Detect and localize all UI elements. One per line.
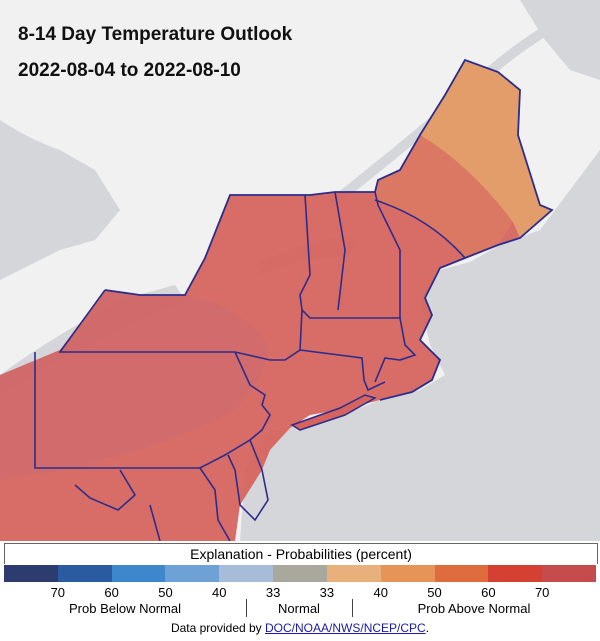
legend-swatch	[326, 565, 381, 582]
gulf-st-lawrence	[520, 0, 600, 80]
legend-swatch	[111, 565, 166, 582]
legend-tick-label: 70	[534, 585, 550, 600]
legend-tick-label: 40	[373, 585, 388, 600]
data-credit-suffix: .	[425, 621, 430, 635]
region-outline	[104, 58, 554, 401]
legend-title: Explanation - Probabilities (percent)	[4, 543, 598, 564]
ocean	[240, 150, 600, 541]
long-island	[290, 394, 377, 431]
legend-tick-label: 50	[158, 585, 173, 600]
legend-tick-label: 70	[50, 585, 66, 600]
legend: Explanation - Probabilities (percent) 70…	[0, 541, 600, 641]
legend-swatch	[57, 565, 112, 582]
legend-group-above: Prob Above Normal	[417, 601, 531, 616]
legend-group-normal: Normal	[278, 601, 320, 616]
map-date-range: 2022-08-04 to 2022-08-10	[18, 60, 241, 81]
data-credit-link[interactable]: DOC/NOAA/NWS/NCEP/CPC	[265, 621, 426, 635]
legend-tick-label: 33	[265, 585, 281, 600]
legend-tick-label: 60	[481, 585, 496, 600]
data-credit: Data provided by DOC/NOAA/NWS/NCEP/CPC.	[0, 621, 600, 635]
legend-swatch	[488, 565, 543, 582]
legend-swatch	[380, 565, 435, 582]
lake-huron	[0, 120, 120, 280]
legend-swatch	[4, 565, 58, 582]
state-borders	[34, 191, 466, 541]
data-credit-prefix: Data provided by	[170, 621, 266, 635]
legend-swatch	[219, 565, 274, 582]
map-title: 8-14 Day Temperature Outlook	[18, 24, 293, 45]
outlook-region-pennsylvania-band	[0, 290, 268, 480]
legend-separator	[352, 599, 353, 617]
outlook-region-above-40	[375, 135, 513, 258]
legend-tick-label: 60	[104, 585, 119, 600]
legend-swatch	[273, 565, 327, 582]
legend-tick-label: 50	[427, 585, 442, 600]
legend-separator	[246, 599, 247, 617]
legend-swatch	[434, 565, 489, 582]
legend-group-below: Prob Below Normal	[69, 601, 181, 616]
legend-swatch	[542, 565, 596, 582]
legend-color-bar	[4, 565, 596, 582]
legend-tick-label: 33	[319, 585, 335, 600]
legend-swatch	[165, 565, 220, 582]
outlook-map	[0, 0, 600, 541]
legend-tick-label: 40	[212, 585, 227, 600]
